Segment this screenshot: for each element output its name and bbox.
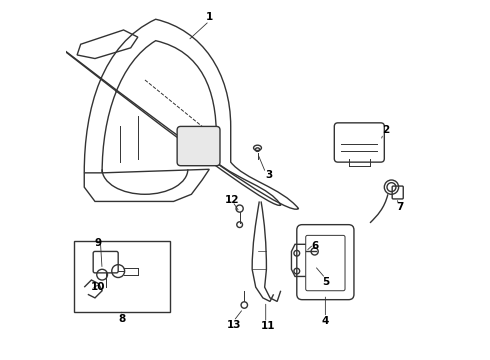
Text: 11: 11 [261,321,275,332]
Text: 5: 5 [322,277,329,287]
Text: 13: 13 [226,320,241,330]
FancyBboxPatch shape [177,126,220,166]
Text: 1: 1 [206,13,213,22]
Text: 8: 8 [118,314,125,324]
Text: 7: 7 [397,202,404,212]
Text: 6: 6 [311,241,318,251]
Text: 10: 10 [91,282,106,292]
Text: 3: 3 [266,170,273,180]
Text: 9: 9 [95,238,102,248]
Text: 4: 4 [322,316,329,326]
Text: 12: 12 [225,195,240,204]
Text: 2: 2 [383,125,390,135]
